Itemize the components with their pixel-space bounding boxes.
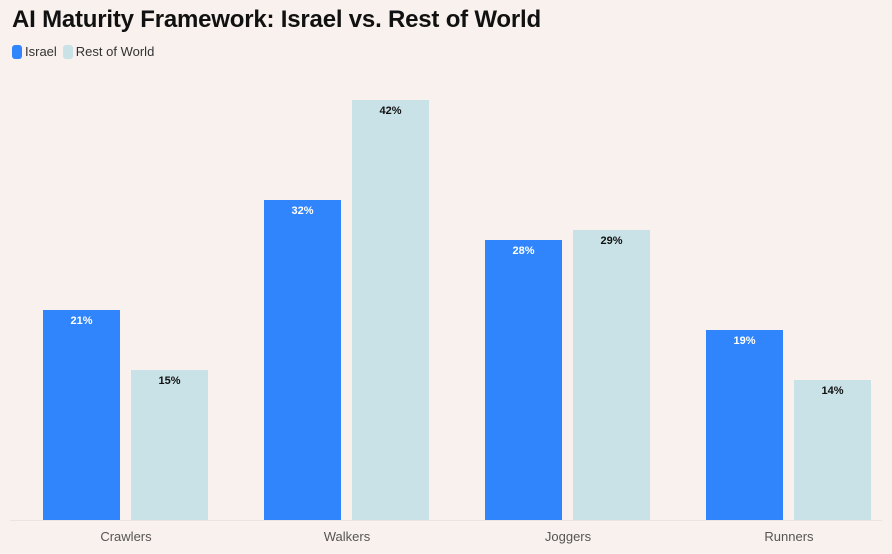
bar-israel-runners: [706, 330, 783, 520]
data-label: 28%: [512, 245, 534, 257]
data-label: 29%: [600, 235, 622, 247]
legend-label-rest-of-world: Rest of World: [75, 44, 155, 59]
legend-swatch-israel: [12, 44, 22, 59]
x-tick-label: Walkers: [324, 529, 371, 544]
legend-label-israel: Israel: [25, 44, 57, 59]
bar-israel-walkers: [264, 200, 341, 520]
data-label: 14%: [821, 385, 843, 397]
x-tick-label: Joggers: [545, 529, 592, 544]
data-label: 32%: [291, 205, 313, 217]
bar-rest-of-world-joggers: [573, 230, 650, 520]
legend-item-israel: Israel: [12, 44, 57, 59]
bar-israel-crawlers: [43, 310, 120, 520]
bar-rest-of-world-crawlers: [131, 370, 208, 520]
data-label: 15%: [158, 375, 180, 387]
x-tick-label: Runners: [764, 529, 814, 544]
bar-rest-of-world-walkers: [352, 100, 429, 520]
chart-title: AI Maturity Framework: Israel vs. Rest o…: [12, 6, 541, 33]
x-tick-label: Crawlers: [100, 529, 152, 544]
legend: Israel Rest of World: [12, 44, 160, 59]
bar-israel-joggers: [485, 240, 562, 520]
data-label: 19%: [733, 335, 755, 347]
legend-item-rest-of-world: Rest of World: [62, 44, 155, 59]
bar-rest-of-world-runners: [794, 380, 871, 520]
data-label: 21%: [70, 315, 92, 327]
legend-swatch-rest-of-world: [62, 44, 73, 59]
data-label: 42%: [379, 105, 401, 117]
